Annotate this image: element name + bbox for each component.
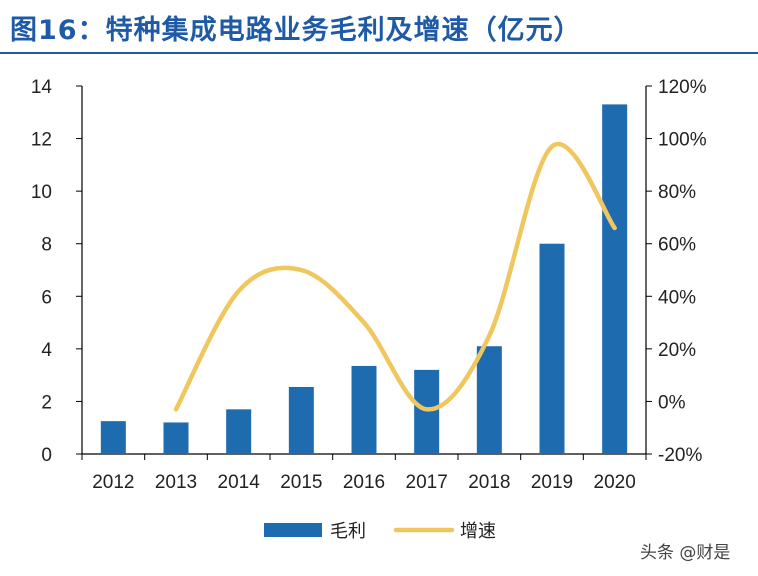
y-right-tick-label: 80% [658,182,696,203]
legend-label-line: 增速 [460,521,496,542]
y-left-tick-label: 6 [41,287,52,308]
y-left-tick-label: 14 [31,77,53,98]
bar [163,422,189,454]
bar [351,365,377,454]
x-tick-label: 2016 [343,472,385,493]
y-left-tick-label: 4 [41,340,52,361]
y-right-tick-label: 20% [658,340,696,361]
y-right-tick-label: 120% [658,77,707,98]
bar [226,409,252,454]
x-tick-label: 2012 [92,472,134,493]
title-divider [0,52,758,54]
x-tick-label: 2017 [406,472,448,493]
bar [602,104,628,455]
y-right-tick-label: 0% [658,392,686,413]
bar [414,369,440,454]
x-tick-label: 2020 [594,472,636,493]
y-left-tick-label: 8 [41,235,52,256]
y-left-tick-label: 2 [41,392,52,413]
x-tick-label: 2015 [280,472,322,493]
y-right-tick-label: 40% [658,287,696,308]
y-left-tick-label: 12 [31,130,52,151]
bar [476,346,502,454]
watermark: 头条 @财是 [640,543,731,563]
x-tick-label: 2014 [218,472,261,493]
legend-swatch-bar [264,523,322,537]
bar [100,421,126,454]
legend-label-bar: 毛利 [330,521,366,542]
x-tick-label: 2018 [468,472,510,493]
x-tick-label: 2013 [155,472,197,493]
y-left-tick-label: 10 [31,182,52,203]
y-right-tick-label: 60% [658,235,696,256]
bar [539,243,565,454]
chart-title: 图16：特种集成电路业务毛利及增速（亿元） [10,15,582,46]
y-right-tick-label: 100% [658,130,707,151]
x-tick-label: 2019 [531,472,573,493]
growth-line [173,141,617,412]
y-left-tick-label: 0 [41,445,52,466]
y-right-tick-label: -20% [658,445,702,466]
bar [288,386,314,454]
